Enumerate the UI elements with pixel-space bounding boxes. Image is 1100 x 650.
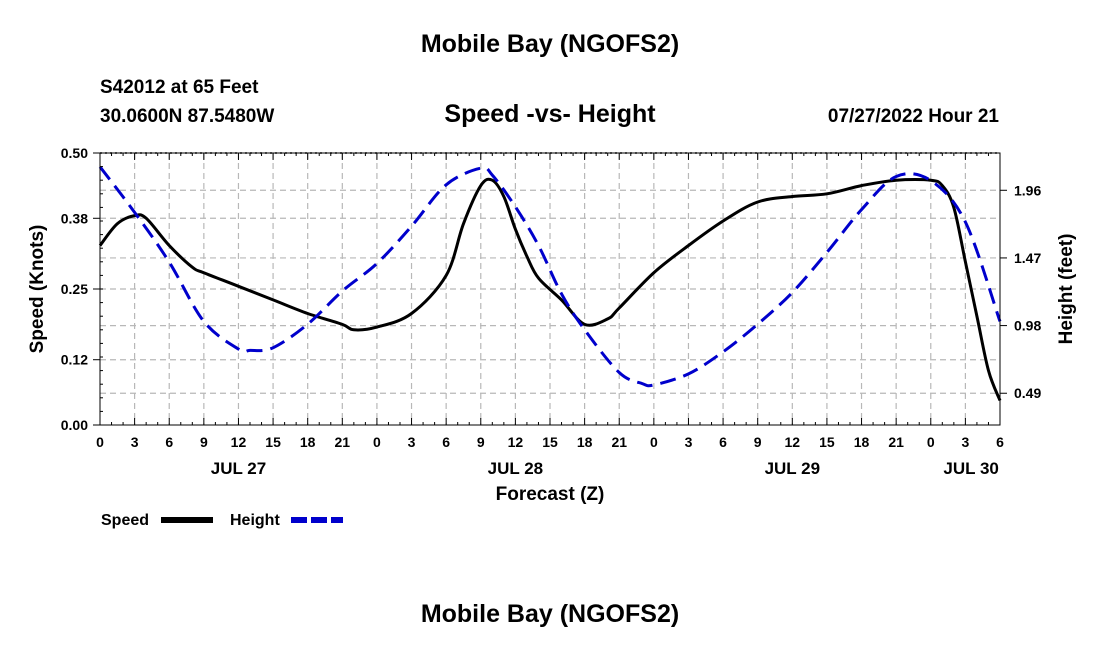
x-tick-label: 6	[996, 434, 1004, 450]
legend-label-speed: Speed	[101, 512, 149, 529]
x-tick-label: 12	[785, 434, 801, 450]
x-tick-label: 18	[577, 434, 593, 450]
station-label: S42012 at 65 Feet	[100, 77, 259, 98]
chart-grid	[100, 153, 1000, 425]
chart-subtitle: Speed -vs- Height	[444, 100, 656, 128]
x-tick-label: 6	[719, 434, 727, 450]
x-tick-label: 0	[927, 434, 935, 450]
x-tick-label: 0	[96, 434, 104, 450]
y-axis-label: Speed (Knots)	[27, 225, 48, 354]
x-tick-label: 18	[300, 434, 316, 450]
x-tick-label: 21	[611, 434, 627, 450]
y-tick-label: 0.25	[61, 281, 88, 297]
x-date-label: JUL 27	[211, 459, 266, 478]
x-tick-label: 3	[961, 434, 969, 450]
y2-tick-label: 1.47	[1014, 250, 1041, 266]
y2-tick-label: 0.49	[1014, 385, 1041, 401]
x-tick-label: 9	[754, 434, 762, 450]
x-tick-label: 15	[265, 434, 281, 450]
x-tick-label: 6	[165, 434, 173, 450]
x-date-label: JUL 30	[943, 459, 998, 478]
x-tick-label: 0	[373, 434, 381, 450]
x-tick-label: 18	[854, 434, 870, 450]
x-tick-label: 3	[685, 434, 693, 450]
x-tick-label: 3	[408, 434, 416, 450]
bottom-title: Mobile Bay (NGOFS2)	[420, 600, 680, 628]
coordinates-label: 30.0600N 87.5480W	[100, 106, 275, 127]
y2-tick-label: 1.96	[1014, 182, 1041, 198]
y-tick-label: 0.12	[61, 352, 88, 368]
series-line-height	[98, 165, 1002, 388]
x-tick-label: 12	[231, 434, 247, 450]
x-date-label: JUL 28	[488, 459, 543, 478]
legend-label-height: Height	[230, 512, 280, 529]
series-line-speed	[98, 177, 1002, 402]
x-tick-label: 15	[819, 434, 835, 450]
y-tick-label: 0.00	[61, 417, 88, 433]
x-tick-label: 21	[888, 434, 904, 450]
x-axis-label: Forecast (Z)	[496, 484, 605, 505]
y-tick-label: 0.38	[61, 210, 88, 226]
x-tick-label: 6	[442, 434, 450, 450]
x-tick-label: 15	[542, 434, 558, 450]
x-tick-label: 0	[650, 434, 658, 450]
x-tick-label: 9	[200, 434, 208, 450]
x-tick-label: 9	[477, 434, 485, 450]
x-tick-label: 12	[508, 434, 524, 450]
y2-tick-label: 0.98	[1014, 318, 1041, 334]
x-date-label: JUL 29	[765, 459, 820, 478]
x-tick-label: 21	[335, 434, 351, 450]
chart-legend: Speed Height	[101, 512, 343, 529]
forecast-datetime: 07/27/2022 Hour 21	[827, 106, 999, 127]
main-title: Mobile Bay (NGOFS2)	[420, 30, 680, 58]
x-tick-label: 3	[131, 434, 139, 450]
y2-axis-label: Height (feet)	[1056, 234, 1077, 345]
chart-axes: 0 3 6 9 12 15 18 21 0 3 6 9 12 15 18 21 0 3 6 9 12 15 18 21 0 3 6 J…	[61, 145, 1042, 478]
series-layer	[98, 165, 1002, 402]
y-tick-label: 0.50	[61, 145, 88, 161]
